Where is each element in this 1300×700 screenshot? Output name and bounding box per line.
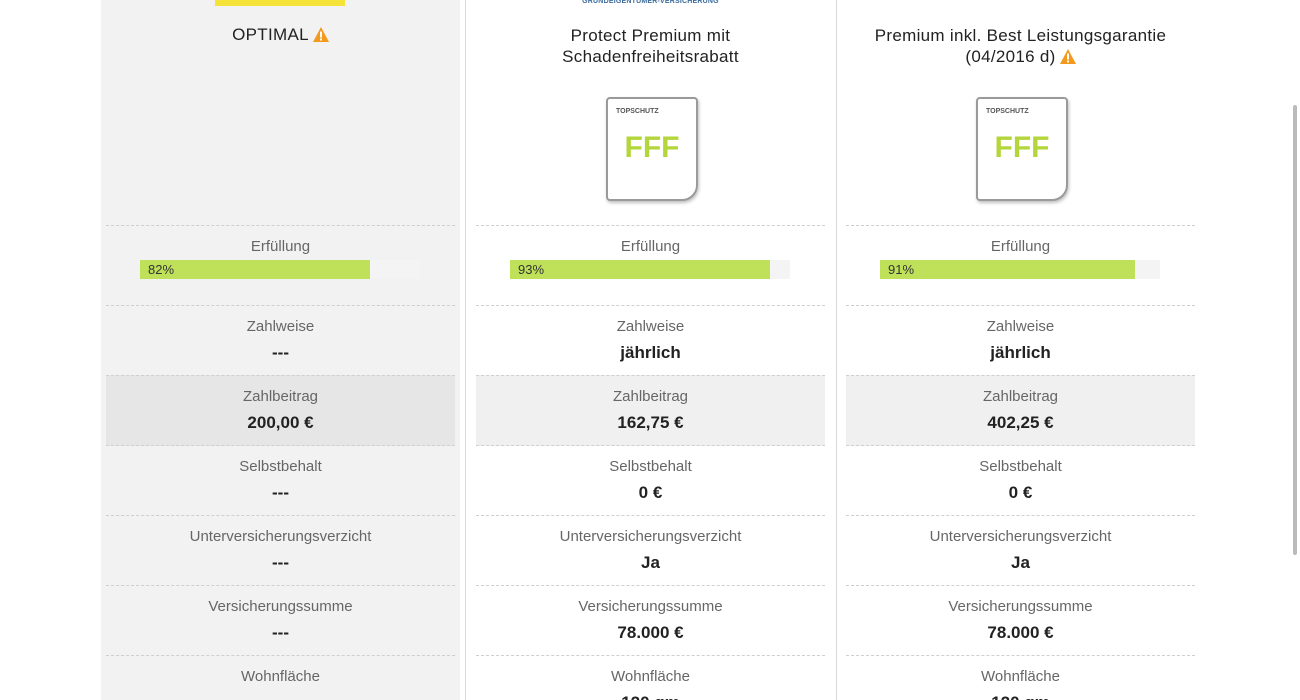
- row-value: ---: [272, 553, 289, 572]
- product-title: Premium inkl. Best Leistungsgarantie (04…: [856, 25, 1185, 67]
- row-label: Zahlweise: [986, 318, 1055, 335]
- product-title: Protect Premium mit Schadenfreiheitsraba…: [486, 25, 815, 67]
- attribute-row: Zahlbeitrag 402,25 €: [846, 375, 1195, 446]
- badge-label: TOPSCHUTZ: [986, 108, 1029, 115]
- row-value: ---: [272, 483, 289, 502]
- attribute-row: Zahlweise jährlich: [846, 305, 1195, 376]
- row-label: Zahlweise: [616, 318, 685, 335]
- row-label: Wohnfläche: [611, 668, 690, 685]
- attribute-row: Versicherungssumme 78.000 €: [846, 585, 1195, 656]
- attribute-row: Versicherungssumme ---: [106, 585, 455, 656]
- row-value: ---: [272, 623, 289, 642]
- attribute-row: Unterversicherungsverzicht Ja: [846, 515, 1195, 586]
- row-value: 402,25 €: [987, 413, 1054, 432]
- column-background: [101, 0, 460, 700]
- attribute-row: Unterversicherungsverzicht Ja: [476, 515, 825, 586]
- product-column: OPTIMAL Erfüllung 82% Zahlweise --- Zahlbeitr…: [106, 0, 455, 700]
- fulfillment-row: Erfüllung 91%: [846, 225, 1195, 306]
- column-divider: [465, 0, 466, 700]
- fulfillment-track: 82%: [140, 260, 420, 279]
- column-divider: [836, 0, 837, 700]
- row-label: Versicherungssumme: [948, 598, 1093, 615]
- attribute-row: Selbstbehalt 0 €: [846, 445, 1195, 516]
- warning-icon: [312, 27, 329, 42]
- scrollbar[interactable]: [1293, 105, 1297, 555]
- fulfillment-label: 91%: [888, 262, 915, 277]
- row-label: Wohnfläche: [981, 668, 1060, 685]
- row-label: Zahlweise: [246, 318, 315, 335]
- badge-rating: FFF: [994, 131, 1050, 164]
- fulfillment-bar: [140, 260, 370, 279]
- product-title-text: Protect Premium mit Schadenfreiheitsraba…: [562, 26, 739, 66]
- fulfillment-label: 93%: [518, 262, 545, 277]
- rating-badge: TOPSCHUTZ FFF: [976, 97, 1068, 201]
- row-value: 0 €: [638, 483, 663, 502]
- attribute-row: Zahlbeitrag 162,75 €: [476, 375, 825, 446]
- fulfillment-bar: [880, 260, 1135, 279]
- row-label: Selbstbehalt: [239, 458, 322, 475]
- row-value: 162,75 €: [617, 413, 684, 432]
- warning-icon: [1059, 49, 1076, 64]
- fulfillment-label: 82%: [148, 262, 175, 277]
- attribute-row: Wohnfläche 120 qm: [476, 655, 825, 700]
- attribute-row: Unterversicherungsverzicht ---: [106, 515, 455, 586]
- row-label: Zahlbeitrag: [612, 388, 689, 405]
- row-value: Ja: [641, 553, 660, 572]
- attribute-row: Wohnfläche 120 qm: [846, 655, 1195, 700]
- fulfillment-track: 93%: [510, 260, 790, 279]
- product-title-text: Premium inkl. Best Leistungsgarantie (04…: [874, 26, 1167, 66]
- badge-label: TOPSCHUTZ: [616, 108, 659, 115]
- row-label: Selbstbehalt: [609, 458, 692, 475]
- row-value: jährlich: [620, 343, 681, 362]
- row-label: Zahlbeitrag: [982, 388, 1059, 405]
- fulfillment-track: 91%: [880, 260, 1160, 279]
- product-title-text: OPTIMAL: [232, 25, 309, 44]
- row-label: Unterversicherungsverzicht: [929, 528, 1112, 545]
- attribute-row: Zahlweise jährlich: [476, 305, 825, 376]
- row-value: 120 qm: [846, 693, 1195, 700]
- row-value: jährlich: [990, 343, 1051, 362]
- product-title: OPTIMAL: [116, 24, 445, 45]
- rating-badge: TOPSCHUTZ FFF: [606, 97, 698, 201]
- row-label: Wohnfläche: [241, 668, 320, 685]
- row-label: Erfüllung: [620, 238, 681, 255]
- logo-bar: [215, 0, 345, 6]
- row-label: Unterversicherungsverzicht: [559, 528, 742, 545]
- attribute-row: Wohnfläche: [106, 655, 455, 700]
- insurer-logo: GRUNDEIGENTÜMER-VERSICHERUNG: [582, 0, 719, 5]
- attribute-row: Selbstbehalt ---: [106, 445, 455, 516]
- badge-rating: FFF: [624, 131, 680, 164]
- fulfillment-bar: [510, 260, 771, 279]
- row-label: Selbstbehalt: [979, 458, 1062, 475]
- fulfillment-row: Erfüllung 82%: [106, 225, 455, 306]
- row-value: 78.000 €: [987, 623, 1054, 642]
- row-value: 0 €: [1008, 483, 1033, 502]
- row-value: Ja: [1011, 553, 1030, 572]
- row-value: 78.000 €: [617, 623, 684, 642]
- attribute-row: Versicherungssumme 78.000 €: [476, 585, 825, 656]
- row-label: Erfüllung: [990, 238, 1051, 255]
- row-value: ---: [272, 343, 289, 362]
- row-label: Zahlbeitrag: [242, 388, 319, 405]
- fulfillment-row: Erfüllung 93%: [476, 225, 825, 306]
- row-label: Unterversicherungsverzicht: [189, 528, 372, 545]
- attribute-row: Zahlbeitrag 200,00 €: [106, 375, 455, 446]
- attribute-row: Zahlweise ---: [106, 305, 455, 376]
- row-label: Erfüllung: [250, 238, 311, 255]
- row-value: 120 qm: [476, 693, 825, 700]
- attribute-row: Selbstbehalt 0 €: [476, 445, 825, 516]
- row-label: Versicherungssumme: [208, 598, 353, 615]
- product-column: GRUNDEIGENTÜMER-VERSICHERUNG Protect Prem…: [476, 0, 825, 700]
- product-column: Premium inkl. Best Leistungsgarantie (04…: [846, 0, 1195, 700]
- row-label: Versicherungssumme: [578, 598, 723, 615]
- row-value: 200,00 €: [247, 413, 314, 432]
